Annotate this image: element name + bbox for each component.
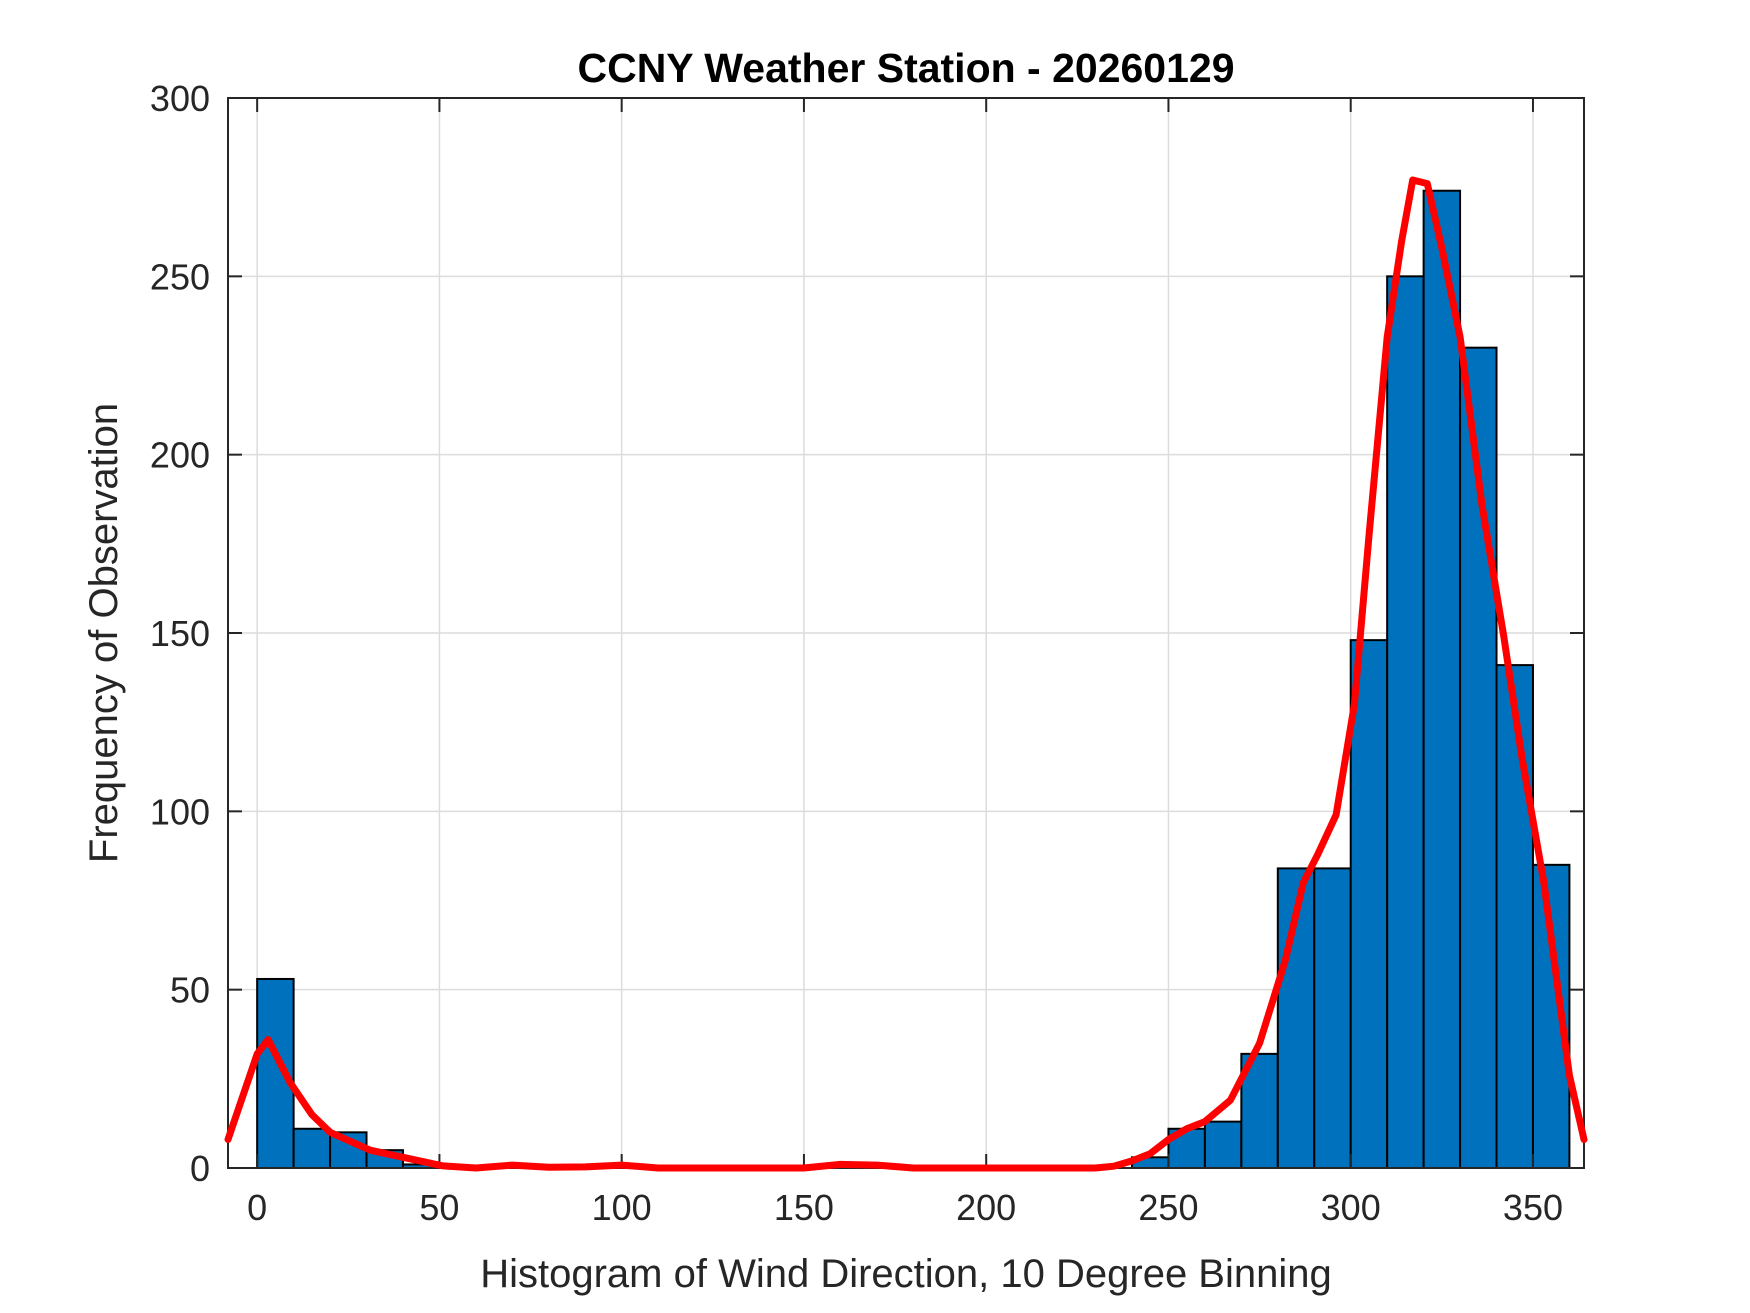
density-curve-group xyxy=(224,176,1588,1172)
histogram-bar xyxy=(1495,664,1534,1169)
histogram-bar xyxy=(1386,275,1425,1170)
x-tick-label: 200 xyxy=(956,1187,1016,1228)
x-tick-label: 350 xyxy=(1503,1187,1563,1228)
histogram-bars xyxy=(256,189,1571,1170)
histogram-bar xyxy=(1313,867,1352,1170)
y-tick-label: 150 xyxy=(150,613,210,654)
x-tick-label: 250 xyxy=(1138,1187,1198,1228)
x-tick-label: 100 xyxy=(592,1187,652,1228)
grid-lines xyxy=(228,97,1584,1169)
histogram-bar xyxy=(1203,1120,1243,1169)
histogram-bar xyxy=(1422,189,1462,1169)
histogram-bar xyxy=(1459,346,1498,1169)
x-tick-label: 0 xyxy=(247,1187,267,1228)
histogram-bar xyxy=(1349,639,1389,1169)
x-tick-label: 150 xyxy=(774,1187,834,1228)
y-tick-labels: 0 50 100 150 200 250 300 xyxy=(150,78,210,1189)
chart-title: CCNY Weather Station - 20260129 xyxy=(577,45,1234,91)
y-tick-label: 100 xyxy=(150,791,210,832)
y-tick-label: 50 xyxy=(170,970,210,1011)
x-tick-label: 50 xyxy=(419,1187,459,1228)
x-axis-label: Histogram of Wind Direction, 10 Degree B… xyxy=(480,1252,1332,1296)
histogram-bar xyxy=(292,1127,332,1170)
x-tick-label: 300 xyxy=(1321,1187,1381,1228)
y-tick-label: 300 xyxy=(150,78,210,119)
y-tick-label: 250 xyxy=(150,256,210,297)
x-tick-labels: 0 50 100 150 200 250 300 350 xyxy=(247,1187,1563,1228)
y-axis-label: Frequency of Observation xyxy=(82,403,126,863)
y-tick-label: 200 xyxy=(150,435,210,476)
y-tick-label: 0 xyxy=(190,1148,210,1189)
density-curve-line xyxy=(224,176,1588,1172)
